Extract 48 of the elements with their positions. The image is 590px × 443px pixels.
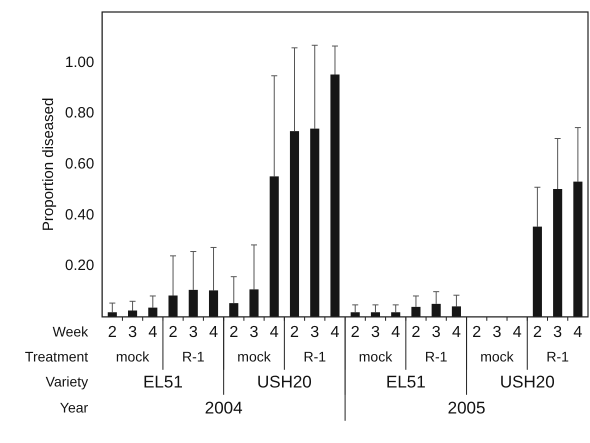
x-tick-label: 3 bbox=[250, 324, 259, 341]
x-tick-label: 4 bbox=[209, 324, 218, 341]
x-tick-label: 2 bbox=[108, 324, 117, 341]
y-tick-label: 0.40 bbox=[64, 206, 94, 224]
text: Week bbox=[52, 324, 90, 340]
y-tick-label: 0.20 bbox=[64, 257, 94, 274]
text: USH20 bbox=[500, 372, 555, 392]
y-tick-label: 0.60 bbox=[64, 156, 94, 173]
x-tick-label: 2 bbox=[532, 324, 542, 341]
x-tick-label: 2 bbox=[350, 324, 360, 341]
x-tick-label: 4 bbox=[512, 324, 522, 341]
y-tick-label: 0.80 bbox=[64, 104, 94, 122]
text: Year bbox=[60, 400, 89, 416]
text: 2004 bbox=[204, 398, 243, 418]
x-tick-label: 4 bbox=[573, 324, 582, 341]
x-tick-label: 4 bbox=[148, 324, 158, 341]
x-tick-label: 2 bbox=[290, 324, 300, 341]
y-axis-title: Proportion diseased bbox=[40, 98, 58, 232]
text: EL51 bbox=[386, 372, 426, 392]
x-tick-label: 3 bbox=[188, 324, 198, 341]
text: 2005 bbox=[448, 398, 486, 418]
text: R-1 bbox=[182, 348, 205, 365]
text: mock bbox=[480, 348, 515, 365]
text: mock bbox=[358, 348, 394, 365]
x-tick-label: 3 bbox=[553, 324, 562, 341]
x-tick-label: 3 bbox=[128, 324, 138, 341]
x-tick-label: 3 bbox=[310, 324, 320, 341]
x-tick-label: 2 bbox=[472, 324, 482, 341]
x-tick-label: 2 bbox=[411, 324, 420, 341]
text: mock bbox=[237, 348, 272, 365]
y-tick-label: 1.00 bbox=[64, 54, 94, 71]
x-tick-label: 3 bbox=[371, 324, 380, 341]
x-tick-label: 4 bbox=[330, 324, 340, 341]
text: R-1 bbox=[303, 348, 326, 365]
text: R-1 bbox=[546, 348, 570, 365]
text: Treatment bbox=[24, 348, 88, 365]
text: R-1 bbox=[424, 348, 448, 365]
x-tick-label: 4 bbox=[452, 324, 461, 341]
x-tick-label: 3 bbox=[492, 324, 502, 341]
text: USH20 bbox=[256, 372, 312, 392]
text: mock bbox=[116, 348, 150, 365]
x-tick-label: 2 bbox=[229, 324, 238, 341]
x-tick-label: 3 bbox=[432, 324, 441, 341]
text: Variety bbox=[46, 374, 88, 390]
x-tick-label: 4 bbox=[391, 324, 400, 341]
x-tick-label: 4 bbox=[270, 324, 279, 341]
x-tick-label: 2 bbox=[168, 324, 178, 341]
text: EL51 bbox=[143, 372, 183, 392]
